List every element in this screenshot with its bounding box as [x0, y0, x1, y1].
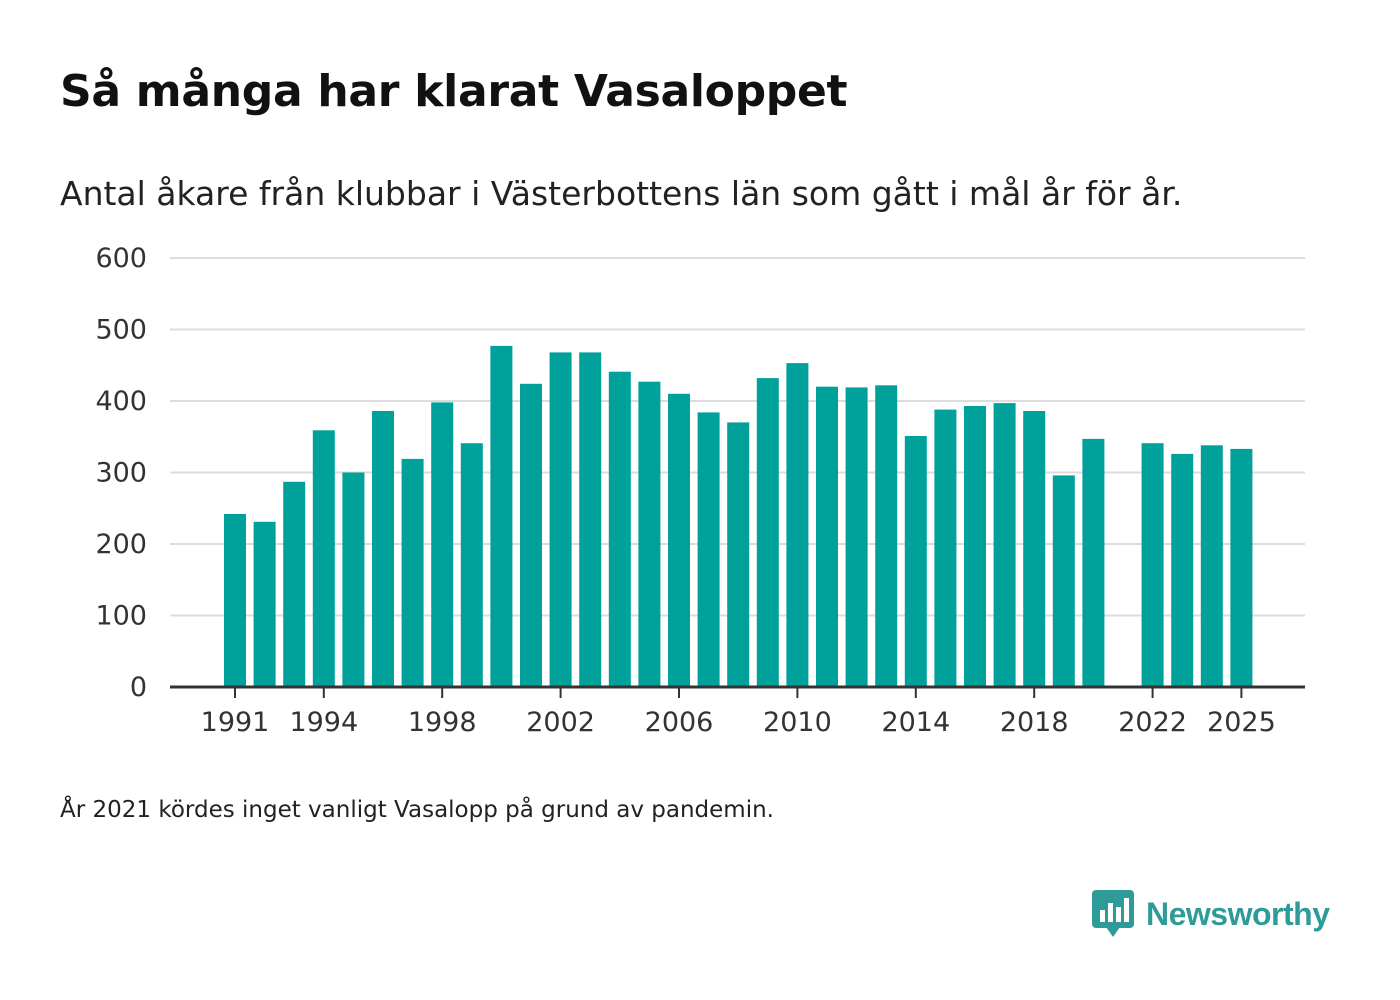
bar-2010: [786, 363, 809, 687]
bar-1994: [312, 430, 335, 687]
bar-1996: [372, 411, 394, 687]
x-tick-label: 2022: [1118, 707, 1187, 738]
x-axis: 1991 1994 1998 2002 2006 2010 2014 2018 2022 2025: [170, 685, 1305, 738]
bar-1992: [253, 521, 276, 687]
y-axis: 0 100 200 300 400 500 600: [95, 243, 147, 703]
bar-2005: [638, 381, 661, 687]
x-tick-label: 2006: [645, 707, 714, 738]
x-tick-label: 1991: [201, 707, 270, 738]
bar-2008: [727, 422, 750, 687]
bar-2006: [668, 393, 690, 687]
x-tick-label: 2025: [1207, 707, 1276, 738]
brand-logo[interactable]: Newsworthy: [1092, 890, 1330, 938]
x-tick-label: 1994: [289, 707, 358, 738]
bar-1991: [224, 514, 246, 687]
bar-1997: [401, 458, 424, 687]
brand-name: Newsworthy: [1146, 895, 1330, 932]
bar-2011: [816, 386, 838, 687]
bar-2013: [875, 385, 898, 687]
bar-2025: [1230, 448, 1253, 687]
newsworthy-logo-icon: [1092, 890, 1134, 937]
bar-2020: [1082, 438, 1105, 687]
bar-2019: [1052, 475, 1075, 687]
bar-2023: [1171, 453, 1194, 687]
y-tick-label: 0: [130, 672, 147, 703]
y-tick-label: 300: [95, 458, 147, 489]
bar-1999: [460, 443, 483, 687]
bar-2024: [1200, 445, 1223, 687]
bar-2014: [904, 436, 927, 687]
bar-2015: [934, 409, 957, 687]
y-tick-label: 100: [95, 601, 147, 632]
bars: [224, 345, 1253, 687]
x-tick-label: 1998: [408, 707, 477, 738]
bar-2012: [845, 387, 868, 687]
chart-subtitle: Antal åkare från klubbar i Västerbottens…: [60, 174, 1183, 213]
bar-2018: [1023, 411, 1046, 687]
bar-2001: [520, 383, 542, 687]
x-tick-label: 2018: [1000, 707, 1069, 738]
bar-2000: [490, 345, 513, 687]
bar-1995: [342, 472, 365, 687]
chart-title: Så många har klarat Vasaloppet: [60, 66, 848, 117]
bar-2003: [579, 352, 602, 687]
y-tick-label: 200: [95, 529, 147, 560]
bar-2002: [549, 352, 572, 687]
footnote: År 2021 kördes inget vanligt Vasalopp på…: [60, 797, 774, 823]
bar-1998: [431, 402, 454, 687]
x-tick-label: 2014: [881, 707, 950, 738]
bar-2022: [1141, 443, 1164, 687]
bar-2007: [697, 412, 720, 687]
y-tick-label: 600: [95, 243, 147, 274]
y-tick-label: 500: [95, 315, 147, 346]
x-tick-label: 2010: [763, 707, 832, 738]
bar-2004: [608, 371, 631, 687]
bar-2017: [993, 403, 1016, 687]
x-tick-label: 2002: [526, 707, 595, 738]
bar-2009: [756, 378, 779, 687]
bar-2016: [964, 406, 986, 687]
bar-1993: [283, 481, 306, 687]
y-tick-label: 400: [95, 386, 147, 417]
